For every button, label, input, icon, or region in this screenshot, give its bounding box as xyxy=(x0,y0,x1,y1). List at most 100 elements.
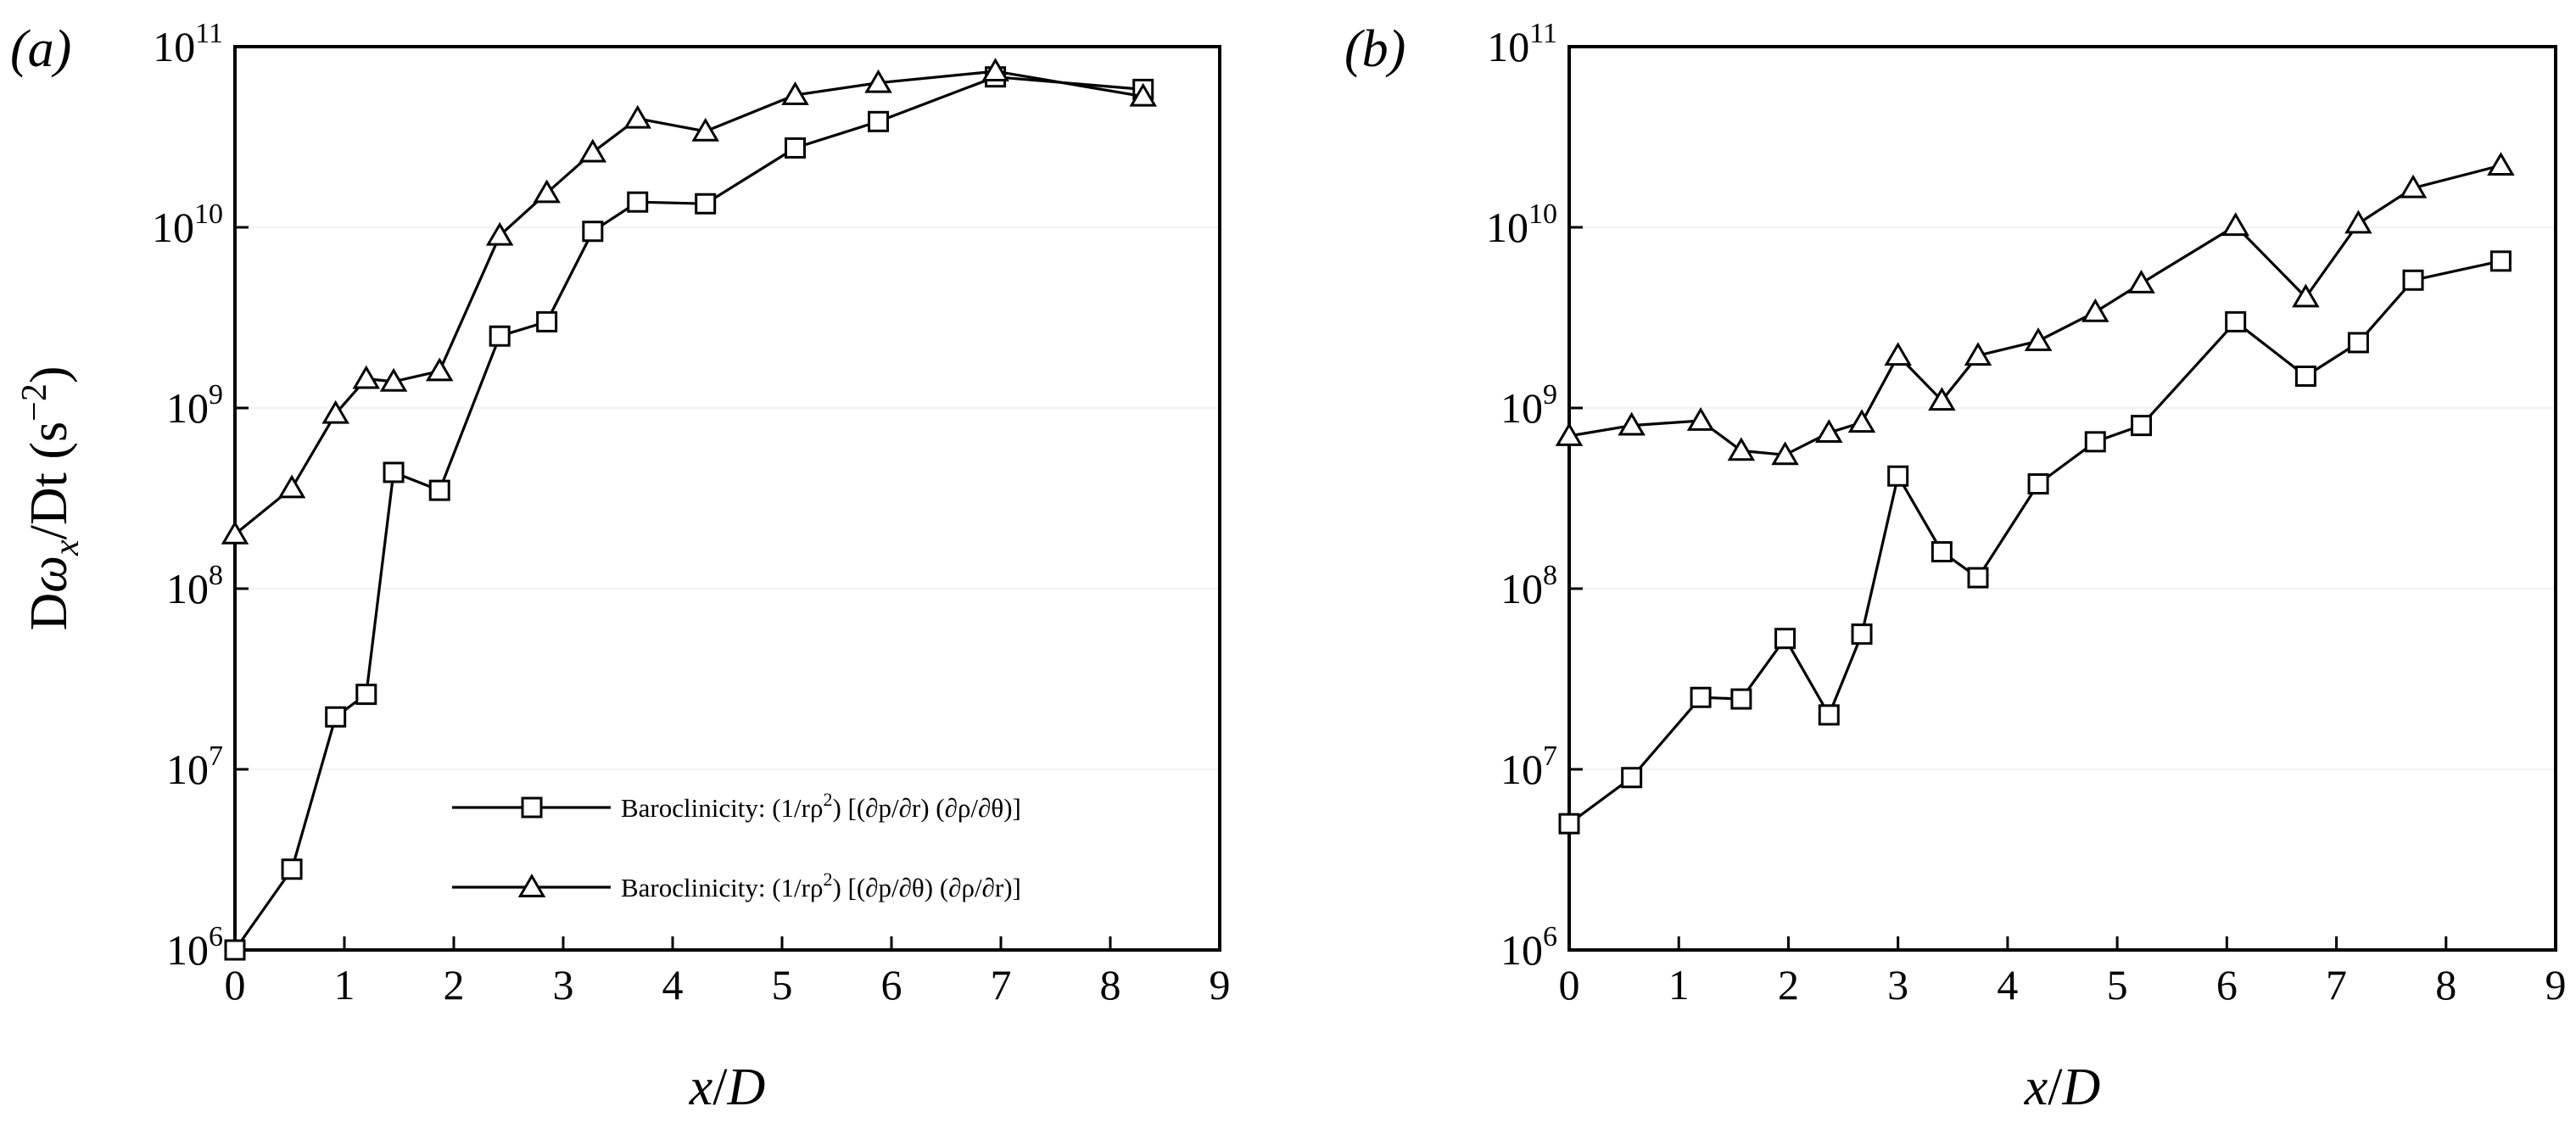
triangle-marker xyxy=(1964,342,1992,366)
x-tick-label: 0 xyxy=(225,961,246,1008)
y-tick-exponent: 9 xyxy=(1543,379,1557,411)
square-marker xyxy=(1887,465,1909,487)
triangle-marker xyxy=(321,399,349,424)
square-marker xyxy=(627,191,649,213)
y-title-part: ) xyxy=(20,366,78,383)
triangle-marker xyxy=(425,357,454,382)
triangle-marker xyxy=(623,104,651,129)
x-axis-title-var: D xyxy=(726,1059,765,1116)
square-marker xyxy=(428,479,450,501)
x-tick-label: 4 xyxy=(662,961,684,1008)
square-marker xyxy=(2027,473,2049,495)
square-marker xyxy=(1851,623,1873,645)
y-tick-base: 10 xyxy=(1500,746,1543,793)
square-marker xyxy=(1774,628,1796,650)
series-line-triangle xyxy=(233,70,1143,536)
y-title-subscript: x xyxy=(47,539,87,556)
triangle-marker xyxy=(1618,411,1646,436)
y-tick-base: 10 xyxy=(153,23,195,70)
legend-superscript: 2 xyxy=(823,789,832,810)
y-tick-base: 10 xyxy=(166,746,209,793)
y-title-part: /Dt xyxy=(20,472,78,539)
x-tick-label: 4 xyxy=(1997,961,2018,1008)
square-marker xyxy=(224,939,246,961)
triangle-marker xyxy=(1928,387,1956,411)
x-tick-label: 1 xyxy=(1668,961,1690,1008)
y-tick-label: 1011 xyxy=(153,18,223,70)
y-tick-exponent: 8 xyxy=(209,560,223,591)
y-title-superscript: −2 xyxy=(15,383,54,422)
square-marker xyxy=(1967,567,1989,589)
triangle-marker xyxy=(2221,212,2249,237)
triangle-marker xyxy=(781,81,809,105)
triangle-marker xyxy=(691,117,719,142)
legend-text-part: ) [(∂p/∂r) (∂ρ/∂θ)] xyxy=(832,793,1020,823)
square-marker xyxy=(695,193,717,215)
square-marker xyxy=(2402,269,2424,291)
triangle-marker xyxy=(2344,210,2372,234)
x-axis-title-slash: / xyxy=(2048,1059,2063,1116)
y-tick-label: 106 xyxy=(166,921,223,974)
square-marker xyxy=(383,461,405,483)
x-axis-title-slash: / xyxy=(712,1059,728,1116)
x-tick-label: 3 xyxy=(553,961,574,1008)
y-title-part: (s xyxy=(20,422,78,472)
x-tick-label: 3 xyxy=(1887,961,1908,1008)
y-tick-exponent: 11 xyxy=(1529,18,1557,49)
triangle-marker xyxy=(352,365,381,389)
square-marker xyxy=(2347,332,2369,354)
square-marker xyxy=(784,137,806,159)
square-marker xyxy=(2131,415,2153,437)
triangle-marker xyxy=(1129,82,1157,107)
x-tick-label: 1 xyxy=(334,961,355,1008)
legend-text-part: Baroclinicity: (1/rρ xyxy=(621,873,823,902)
square-marker xyxy=(325,706,347,728)
y-tick-label: 106 xyxy=(1500,921,1557,974)
x-tick-label: 8 xyxy=(2435,961,2456,1008)
triangle-marker xyxy=(533,179,561,204)
triangle-marker xyxy=(379,367,408,392)
y-tick-exponent: 8 xyxy=(1543,560,1557,591)
y-tick-base: 10 xyxy=(1487,23,1529,70)
legend-superscript: 2 xyxy=(823,869,832,890)
y-tick-exponent: 9 xyxy=(209,379,223,411)
y-tick-label: 109 xyxy=(166,379,223,432)
legend-entry-text: Baroclinicity: (1/rρ2) [(∂p/∂θ) (∂ρ/∂r)] xyxy=(621,869,1021,902)
x-axis-title: x/D xyxy=(689,1059,766,1116)
triangle-marker xyxy=(1727,437,1756,461)
square-marker xyxy=(1931,541,1953,563)
square-marker xyxy=(1558,813,1580,835)
y-tick-base: 10 xyxy=(1500,926,1543,974)
x-axis-title-var: D xyxy=(2061,1059,2100,1116)
triangle-marker xyxy=(1847,409,1876,433)
y-tick-exponent: 10 xyxy=(194,198,223,230)
y-tick-label: 108 xyxy=(1500,560,1557,612)
square-marker xyxy=(2225,310,2247,332)
square-marker xyxy=(1621,767,1643,789)
y-tick-label: 107 xyxy=(166,740,223,793)
y-tick-base: 10 xyxy=(1486,204,1528,251)
legend-square-marker xyxy=(521,796,543,819)
square-marker xyxy=(489,325,511,347)
triangle-marker xyxy=(1884,342,1912,366)
square-marker xyxy=(868,110,890,132)
x-tick-label: 6 xyxy=(881,961,902,1008)
legend-text-part: ) [(∂p/∂θ) (∂ρ/∂r)] xyxy=(832,873,1020,902)
square-marker xyxy=(582,221,604,243)
square-marker xyxy=(1690,686,1712,708)
y-tick-exponent: 7 xyxy=(209,740,223,772)
y-tick-base: 10 xyxy=(1500,565,1543,612)
y-tick-exponent: 10 xyxy=(1528,198,1557,230)
x-tick-label: 2 xyxy=(1778,961,1799,1008)
triangle-marker xyxy=(1555,422,1584,446)
triangle-marker xyxy=(981,58,1009,82)
y-tick-exponent: 6 xyxy=(1543,921,1557,953)
y-tick-label: 108 xyxy=(166,560,223,612)
square-marker xyxy=(536,310,558,332)
x-tick-label: 9 xyxy=(2545,961,2567,1008)
x-tick-label: 6 xyxy=(2216,961,2238,1008)
y-title-part: D xyxy=(20,593,78,631)
x-tick-label: 7 xyxy=(991,961,1012,1008)
